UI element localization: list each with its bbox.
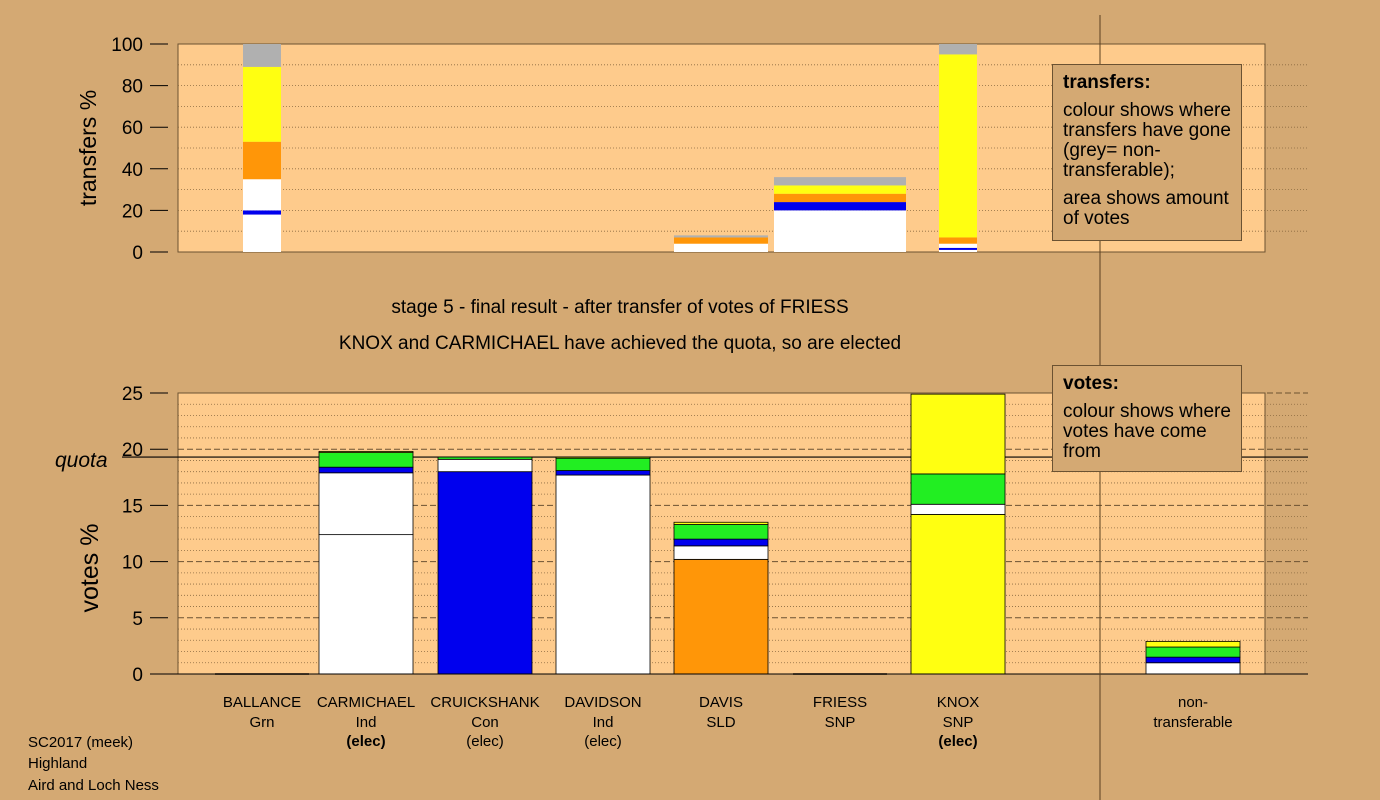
candidate-name: CRUICKSHANK xyxy=(430,694,539,711)
vote-segment-snp xyxy=(555,456,651,459)
transfer-segment-nt xyxy=(243,44,281,67)
vote-segment-grn xyxy=(673,524,769,540)
transfer-segment-sld xyxy=(243,141,281,180)
vote-segment-sld xyxy=(673,558,769,675)
votes-legend-title: votes: xyxy=(1063,373,1119,394)
transfer-segment-nt xyxy=(939,44,977,55)
vote-segment-snp xyxy=(910,393,1006,475)
transfer-segment-sld xyxy=(674,237,768,244)
candidate-party: SNP xyxy=(943,714,974,731)
transfers-y-tick-label: 100 xyxy=(111,35,143,56)
candidate-name: KNOX xyxy=(937,694,980,711)
votes-legend-line1: colour shows where votes have come from xyxy=(1063,401,1231,462)
candidate-status: (elec) xyxy=(938,733,977,750)
candidate-party: Ind xyxy=(356,714,377,731)
candidate-party: Grn xyxy=(249,714,274,731)
transfers-legend: transfers: colour shows where transfers … xyxy=(1052,64,1242,241)
vote-segment-ind xyxy=(673,545,769,560)
info-line-council: Highland xyxy=(28,755,88,772)
votes-y-tick-label: 25 xyxy=(122,384,143,405)
transfer-segment-sld xyxy=(939,237,977,244)
vote-segment-ind xyxy=(1145,662,1241,675)
info-line-election: SC2017 (meek) xyxy=(28,734,134,751)
transfer-segment-ind xyxy=(939,249,977,252)
vote-segment-con xyxy=(1145,656,1241,664)
quota-label: quota xyxy=(55,449,108,472)
candidate-party: Con xyxy=(471,714,499,731)
vote-segment-ind xyxy=(318,472,414,536)
votes-y-tick-label: 15 xyxy=(122,496,143,517)
candidate-party: SNP xyxy=(825,714,856,731)
transfer-segment-sld xyxy=(774,193,906,203)
info-line-ward: Aird and Loch Ness xyxy=(28,777,159,794)
transfer-segment-snp xyxy=(939,54,977,238)
vote-segment-snp xyxy=(318,451,414,453)
transfers-y-tick-label: 0 xyxy=(132,243,143,264)
vote-segment-grn xyxy=(1145,646,1241,658)
candidate-name: non- xyxy=(1178,694,1208,711)
vote-segment-grn xyxy=(437,456,533,460)
vote-segment-snp xyxy=(673,521,769,525)
candidate-status: (elec) xyxy=(346,733,385,750)
transfer-segment-con xyxy=(939,247,977,250)
vote-segment-ind xyxy=(318,534,414,675)
transfers-legend-line1: colour shows where transfers have gone (… xyxy=(1063,100,1231,181)
stage-caption: stage 5 - final result - after transfer … xyxy=(391,297,849,318)
candidate-status: (elec) xyxy=(466,733,504,750)
vote-segment-snp xyxy=(1145,641,1241,648)
transfers-y-tick-label: 60 xyxy=(122,118,143,139)
votes-y-tick-label: 0 xyxy=(132,665,143,686)
result-caption: KNOX and CARMICHAEL have achieved the qu… xyxy=(338,333,902,354)
candidate-name: FRIESS xyxy=(813,694,867,711)
votes-y-tick-label: 20 xyxy=(122,440,143,461)
transfer-segment-ind xyxy=(243,214,281,252)
candidate-name: transferable xyxy=(1153,714,1232,731)
transfer-segment-ind xyxy=(243,179,281,211)
votes-y-axis-label: votes % xyxy=(76,524,104,613)
vote-segment-grn xyxy=(910,473,1006,505)
vote-segment-ind xyxy=(437,458,533,473)
transfer-segment-snp xyxy=(774,185,906,194)
transfer-segment-snp xyxy=(243,66,281,142)
transfer-segment-nt xyxy=(674,235,768,238)
transfer-segment-ind xyxy=(774,210,906,252)
vote-segment-grn xyxy=(555,457,651,471)
transfer-segment-nt xyxy=(774,177,906,186)
votes-y-tick-label: 10 xyxy=(122,553,143,574)
candidate-party: SLD xyxy=(706,714,735,731)
vote-segment-con xyxy=(437,471,533,675)
transfer-segment-con xyxy=(243,210,281,215)
vote-segment-grn xyxy=(318,452,414,468)
candidate-name: DAVIDSON xyxy=(564,694,641,711)
transfers-y-tick-label: 80 xyxy=(122,77,143,98)
transfers-legend-line2: area shows amount of votes xyxy=(1063,188,1229,229)
candidate-name: DAVIS xyxy=(699,694,743,711)
transfer-segment-con xyxy=(774,202,906,211)
transfers-y-axis-label: transfers % xyxy=(75,90,101,206)
transfers-y-tick-label: 20 xyxy=(122,201,143,222)
candidate-status: (elec) xyxy=(584,733,622,750)
vote-segment-snp xyxy=(910,513,1006,675)
candidate-name: BALLANCE xyxy=(223,694,301,711)
transfer-segment-ind xyxy=(674,243,768,252)
transfers-y-tick-label: 40 xyxy=(122,160,143,181)
candidate-party: Ind xyxy=(593,714,614,731)
vote-segment-ind xyxy=(555,474,651,675)
transfers-legend-title: transfers: xyxy=(1063,72,1151,93)
votes-y-tick-label: 5 xyxy=(132,609,143,630)
vote-segment-con xyxy=(555,470,651,476)
votes-legend: votes: colour shows where votes have com… xyxy=(1052,365,1242,472)
candidate-name: CARMICHAEL xyxy=(317,694,415,711)
transfer-segment-ind xyxy=(939,243,977,248)
vote-segment-con xyxy=(318,466,414,474)
vote-segment-con xyxy=(673,538,769,547)
vote-segment-ind xyxy=(910,503,1006,515)
